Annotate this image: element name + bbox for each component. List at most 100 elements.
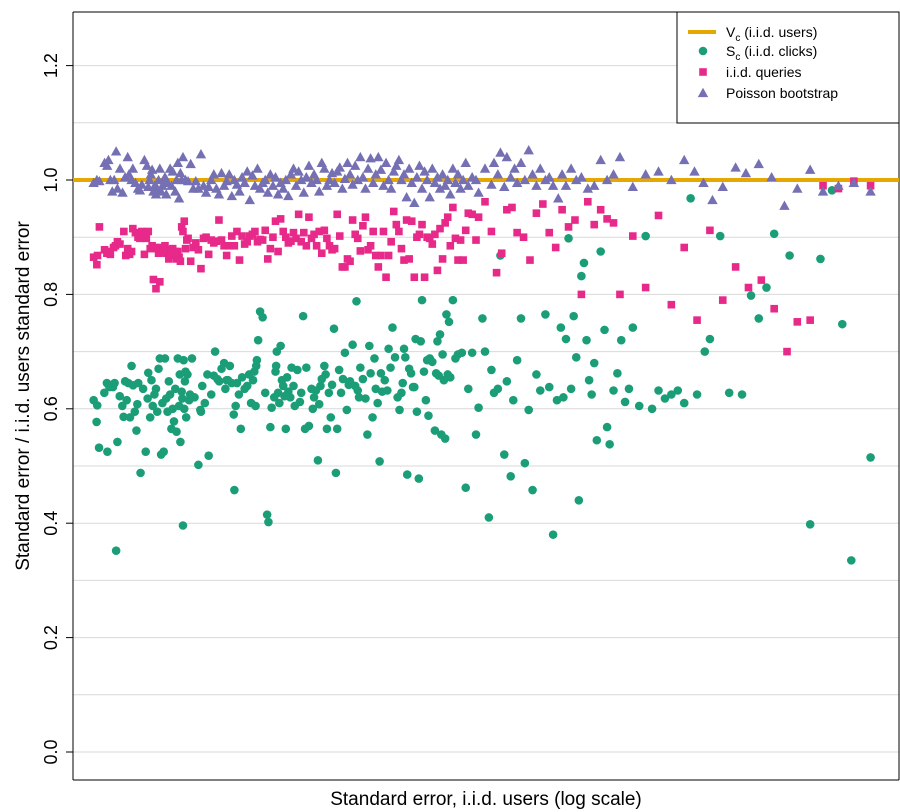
triangle-point: [457, 174, 469, 185]
circle-point: [762, 283, 771, 292]
triangle-point: [470, 174, 482, 185]
circle-point: [122, 395, 131, 405]
triangle-point: [792, 183, 803, 193]
square-point: [281, 233, 290, 241]
circle-point: [471, 430, 481, 439]
square-point: [175, 253, 183, 262]
square-point: [539, 200, 547, 208]
triangle-point: [614, 151, 626, 162]
square-point: [266, 244, 275, 253]
circle-point: [342, 405, 352, 415]
triangle-point: [499, 181, 510, 192]
square-point: [176, 257, 185, 266]
square-point: [616, 290, 624, 299]
triangle-point: [401, 191, 412, 202]
circle-point: [322, 424, 332, 434]
triangle-point: [460, 157, 471, 167]
y-tick-label: 0.2: [41, 625, 61, 650]
circle-point: [363, 430, 372, 439]
circle-point: [119, 412, 128, 422]
circle-point: [398, 378, 408, 388]
triangle-point: [247, 170, 258, 180]
circle-point: [281, 424, 291, 434]
square-point: [374, 263, 383, 271]
triangle-point: [385, 183, 397, 193]
triangle-point: [455, 183, 466, 193]
circle-point: [605, 439, 614, 449]
square-point: [395, 227, 403, 236]
square-point: [233, 227, 241, 236]
circle-point: [266, 422, 275, 432]
circle-point: [133, 378, 143, 388]
triangle-point: [190, 175, 202, 186]
square-point: [706, 226, 714, 235]
square-point: [603, 215, 611, 223]
triangle-point: [141, 160, 153, 170]
circle-point: [151, 384, 161, 394]
square-point: [609, 219, 618, 227]
square-point: [400, 256, 408, 264]
square-point: [271, 217, 280, 225]
circle-point: [737, 390, 747, 399]
square-point: [341, 263, 349, 271]
circle-point: [314, 399, 324, 409]
triangle-point: [249, 180, 261, 190]
triangle-point: [239, 177, 250, 188]
triangle-point: [848, 177, 860, 188]
circle-point: [143, 394, 152, 403]
triangle-point: [112, 183, 123, 193]
circle-point: [365, 341, 374, 351]
circle-point: [100, 388, 109, 398]
circle-point: [348, 340, 357, 350]
triangle-point: [565, 163, 577, 173]
triangle-point: [560, 180, 572, 190]
triangle-point: [283, 190, 294, 201]
circle-point: [424, 411, 433, 420]
triangle-point: [523, 145, 534, 155]
square-point: [757, 276, 766, 284]
triangle-point: [288, 163, 299, 173]
square-point: [770, 304, 778, 313]
circle-point: [190, 393, 199, 402]
triangle-point: [144, 174, 155, 185]
triangle-point: [206, 174, 217, 185]
triangle-point: [445, 189, 456, 199]
circle-point: [326, 413, 336, 422]
circle-point: [338, 374, 348, 384]
square-point: [93, 260, 101, 269]
square-point: [299, 228, 308, 237]
circle-point: [145, 413, 155, 422]
square-point: [235, 256, 244, 264]
square-point: [251, 227, 259, 236]
square-point: [503, 205, 511, 214]
square-point: [228, 232, 236, 240]
square-point: [433, 266, 442, 275]
circle-point: [111, 546, 121, 555]
y-axis-title: Standard error / i.i.d. users standard e…: [13, 221, 34, 571]
circle-point: [421, 395, 431, 405]
triangle-point: [547, 180, 559, 190]
triangle-point: [437, 169, 448, 179]
square-point: [215, 216, 223, 224]
square-point: [154, 249, 163, 258]
triangle-point: [398, 169, 410, 179]
circle-point: [368, 413, 377, 422]
square-point: [793, 318, 802, 326]
triangle-point: [505, 171, 516, 182]
square-point: [397, 244, 406, 253]
circle-point: [177, 387, 186, 396]
circle-point: [386, 363, 395, 372]
triangle-point: [109, 174, 120, 185]
triangle-point: [804, 164, 816, 174]
square-point: [220, 241, 228, 250]
square-point: [384, 251, 393, 260]
circle-point: [430, 426, 440, 435]
triangle-point: [411, 171, 423, 182]
square-point: [152, 284, 160, 293]
square-point: [564, 223, 573, 231]
circle-point: [232, 378, 242, 388]
triangle-point: [146, 164, 158, 174]
square-point: [551, 243, 560, 252]
circle-point: [110, 378, 119, 388]
circle-point: [785, 251, 794, 260]
